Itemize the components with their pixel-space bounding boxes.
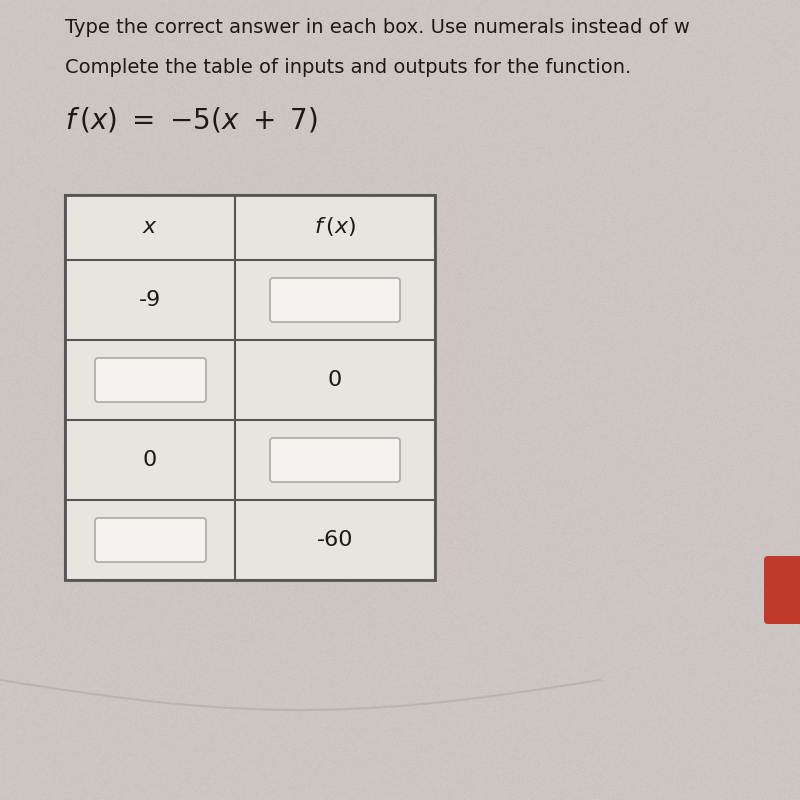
Text: $f\,(x)\ =\ \mathrm{-5}(x\ +\ 7)$: $f\,(x)\ =\ \mathrm{-5}(x\ +\ 7)$ (65, 105, 318, 134)
Text: Complete the table of inputs and outputs for the function.: Complete the table of inputs and outputs… (65, 58, 631, 77)
FancyBboxPatch shape (95, 358, 206, 402)
Text: Type the correct answer in each box. Use numerals instead of w: Type the correct answer in each box. Use… (65, 18, 690, 37)
Bar (65, 195, 435, 580)
Text: 0: 0 (328, 370, 342, 390)
FancyBboxPatch shape (270, 438, 400, 482)
FancyBboxPatch shape (764, 556, 800, 624)
Text: $x$: $x$ (142, 216, 158, 238)
Text: 0: 0 (143, 450, 157, 470)
Text: $f\,(x)$: $f\,(x)$ (314, 215, 356, 238)
FancyBboxPatch shape (270, 278, 400, 322)
Text: -60: -60 (317, 530, 354, 550)
Bar (65, 195, 435, 580)
Text: -9: -9 (139, 290, 161, 310)
FancyBboxPatch shape (95, 518, 206, 562)
